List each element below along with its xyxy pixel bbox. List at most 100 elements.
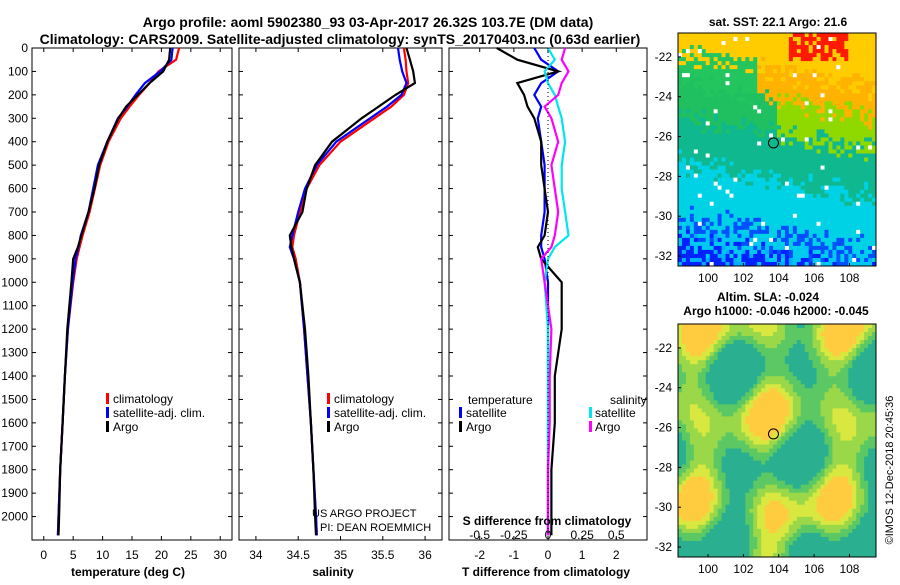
map-cell <box>710 332 714 337</box>
map-cell <box>678 141 682 146</box>
map-cell <box>860 340 864 345</box>
map-cell <box>817 158 821 163</box>
sla-map-subtitle: Argo h1000: -0.046 h2000: -0.045 <box>683 304 869 318</box>
map-cell <box>805 121 809 126</box>
map-cell <box>864 234 868 239</box>
map-cell <box>781 396 785 401</box>
map-cell <box>714 77 718 82</box>
map-cell <box>710 182 714 187</box>
map-cell <box>718 238 722 243</box>
map-cell <box>737 416 741 421</box>
map-cell <box>722 332 726 337</box>
map-cell <box>678 324 682 329</box>
map-cell <box>753 89 757 94</box>
map-cell <box>856 45 860 50</box>
map-cell <box>848 133 852 138</box>
map-cell <box>726 340 730 345</box>
map-cell <box>809 198 813 203</box>
map-cell <box>864 404 868 409</box>
map-cell <box>698 376 702 381</box>
map-cell <box>844 89 848 94</box>
map-cell <box>821 109 825 114</box>
map-cell <box>868 388 872 393</box>
map-cell <box>722 400 726 405</box>
map-cell <box>817 145 821 150</box>
map-cell <box>718 400 722 405</box>
map-cell <box>828 101 832 106</box>
map-cell <box>801 113 805 118</box>
map-cell <box>729 65 733 70</box>
map-cell <box>753 41 757 46</box>
map-cell <box>753 222 757 227</box>
map-cell <box>678 234 682 239</box>
map-cell <box>769 109 773 114</box>
map-cell <box>769 141 773 146</box>
map-cell <box>726 396 730 401</box>
map-cell <box>737 198 741 203</box>
map-cell <box>726 356 730 361</box>
map-cell <box>722 222 726 227</box>
map-cell <box>769 166 773 171</box>
map-cell <box>757 368 761 373</box>
map-cell <box>856 340 860 345</box>
map-cell <box>773 214 777 219</box>
map-cell <box>777 457 781 462</box>
map-cell <box>690 424 694 429</box>
map-cell <box>714 392 718 397</box>
map-cell <box>686 348 690 353</box>
map-cell <box>678 174 682 179</box>
map-cell <box>726 194 730 199</box>
map-cell <box>729 392 733 397</box>
map-cell <box>844 372 848 377</box>
map-cell <box>777 65 781 70</box>
map-cell <box>789 364 793 369</box>
map-cell <box>749 408 753 413</box>
map-cell <box>844 453 848 458</box>
map-cell <box>682 190 686 195</box>
map-cell <box>821 186 825 191</box>
map-cell <box>860 53 864 58</box>
map-cell <box>694 125 698 130</box>
map-cell <box>836 89 840 94</box>
map-cell <box>757 77 761 82</box>
map-cell <box>737 356 741 361</box>
map-cell <box>848 53 852 58</box>
map-cell <box>765 226 769 231</box>
map-cell <box>817 174 821 179</box>
map-cell <box>726 105 730 110</box>
map-cell <box>698 109 702 114</box>
map-cell <box>753 133 757 138</box>
map-cell <box>737 328 741 333</box>
map-cell <box>694 254 698 259</box>
map-cell <box>781 129 785 134</box>
map-cell <box>809 344 813 349</box>
map-cell <box>836 85 840 90</box>
map-cell <box>757 258 761 263</box>
map-cell <box>801 222 805 227</box>
map-cell <box>726 73 730 78</box>
map-cell <box>856 368 860 373</box>
map-cell <box>757 170 761 175</box>
map-cell <box>864 372 868 377</box>
map-cell <box>733 392 737 397</box>
map-cell <box>809 388 813 393</box>
map-cell <box>864 388 868 393</box>
map-cell <box>761 129 765 134</box>
map-cell <box>828 336 832 341</box>
map-cell <box>706 445 710 450</box>
map-cell <box>777 364 781 369</box>
map-cell <box>844 449 848 454</box>
map-cell <box>856 37 860 42</box>
map-cell <box>781 432 785 437</box>
map-cell <box>809 202 813 207</box>
map-cell <box>678 445 682 450</box>
map-cell <box>821 162 825 167</box>
map-cell <box>817 117 821 122</box>
map-cell <box>753 449 757 454</box>
map-cell <box>864 416 868 421</box>
map-cell <box>777 400 781 405</box>
map-cell <box>868 226 872 231</box>
map-cell <box>722 73 726 78</box>
map-cell <box>694 218 698 223</box>
map-cell <box>864 69 868 74</box>
